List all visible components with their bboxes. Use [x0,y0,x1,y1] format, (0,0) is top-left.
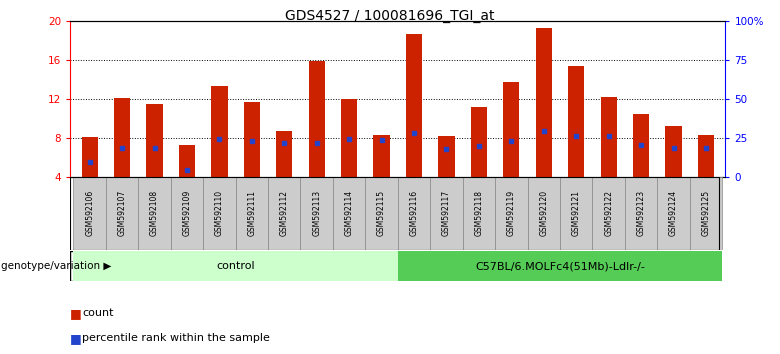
Bar [431,177,463,250]
Bar [341,99,357,177]
Text: GSM592119: GSM592119 [507,190,516,236]
Text: GSM592124: GSM592124 [669,190,678,236]
Text: ■: ■ [70,332,82,344]
Bar [333,177,365,250]
Bar [73,251,398,281]
Bar [665,126,682,177]
Text: GSM592122: GSM592122 [604,190,613,236]
Bar [463,177,495,250]
Bar [625,177,658,250]
Bar [471,107,487,177]
Bar [536,28,552,177]
Bar [147,104,163,177]
Bar [300,177,333,250]
Bar [374,135,390,177]
Bar [503,81,519,177]
Bar [658,177,690,250]
Text: GSM592120: GSM592120 [539,190,548,236]
Text: GSM592110: GSM592110 [215,190,224,236]
Text: GSM592109: GSM592109 [183,190,191,236]
Bar [560,177,593,250]
Text: percentile rank within the sample: percentile rank within the sample [82,333,270,343]
Bar [114,98,130,177]
Text: GSM592125: GSM592125 [701,190,711,236]
Text: count: count [82,308,113,318]
Text: GSM592113: GSM592113 [312,190,321,236]
Bar [527,177,560,250]
Bar [106,177,138,250]
Bar [268,177,300,250]
Text: GSM592123: GSM592123 [636,190,646,236]
Bar [211,86,228,177]
Bar [406,34,422,177]
Text: ■: ■ [70,307,82,320]
Bar [690,177,722,250]
Text: GSM592106: GSM592106 [85,190,94,236]
Bar [203,177,236,250]
Bar [698,135,714,177]
Bar [398,177,431,250]
Text: C57BL/6.MOLFc4(51Mb)-Ldlr-/-: C57BL/6.MOLFc4(51Mb)-Ldlr-/- [475,261,645,272]
Text: GSM592115: GSM592115 [377,190,386,236]
Bar [398,251,722,281]
Text: GSM592114: GSM592114 [345,190,353,236]
Bar [438,136,455,177]
Bar [365,177,398,250]
Bar [243,102,260,177]
Text: genotype/variation ▶: genotype/variation ▶ [1,261,112,272]
Bar [276,131,292,177]
Text: GSM592108: GSM592108 [150,190,159,236]
Text: GSM592111: GSM592111 [247,190,257,236]
Bar [82,137,98,177]
Bar [309,61,324,177]
Text: GDS4527 / 100081696_TGI_at: GDS4527 / 100081696_TGI_at [285,9,495,23]
Text: GSM592107: GSM592107 [118,190,126,236]
Bar [179,145,195,177]
Bar [171,177,203,250]
Bar [633,114,649,177]
Bar [495,177,527,250]
Bar [236,177,268,250]
Text: GSM592121: GSM592121 [572,190,580,236]
Text: GSM592117: GSM592117 [442,190,451,236]
Text: GSM592118: GSM592118 [474,190,484,236]
Bar [601,97,617,177]
Text: GSM592116: GSM592116 [410,190,419,236]
Bar [73,177,106,250]
Bar [568,66,584,177]
Bar [138,177,171,250]
Text: GSM592112: GSM592112 [280,190,289,236]
Bar [593,177,625,250]
Text: control: control [216,261,255,272]
